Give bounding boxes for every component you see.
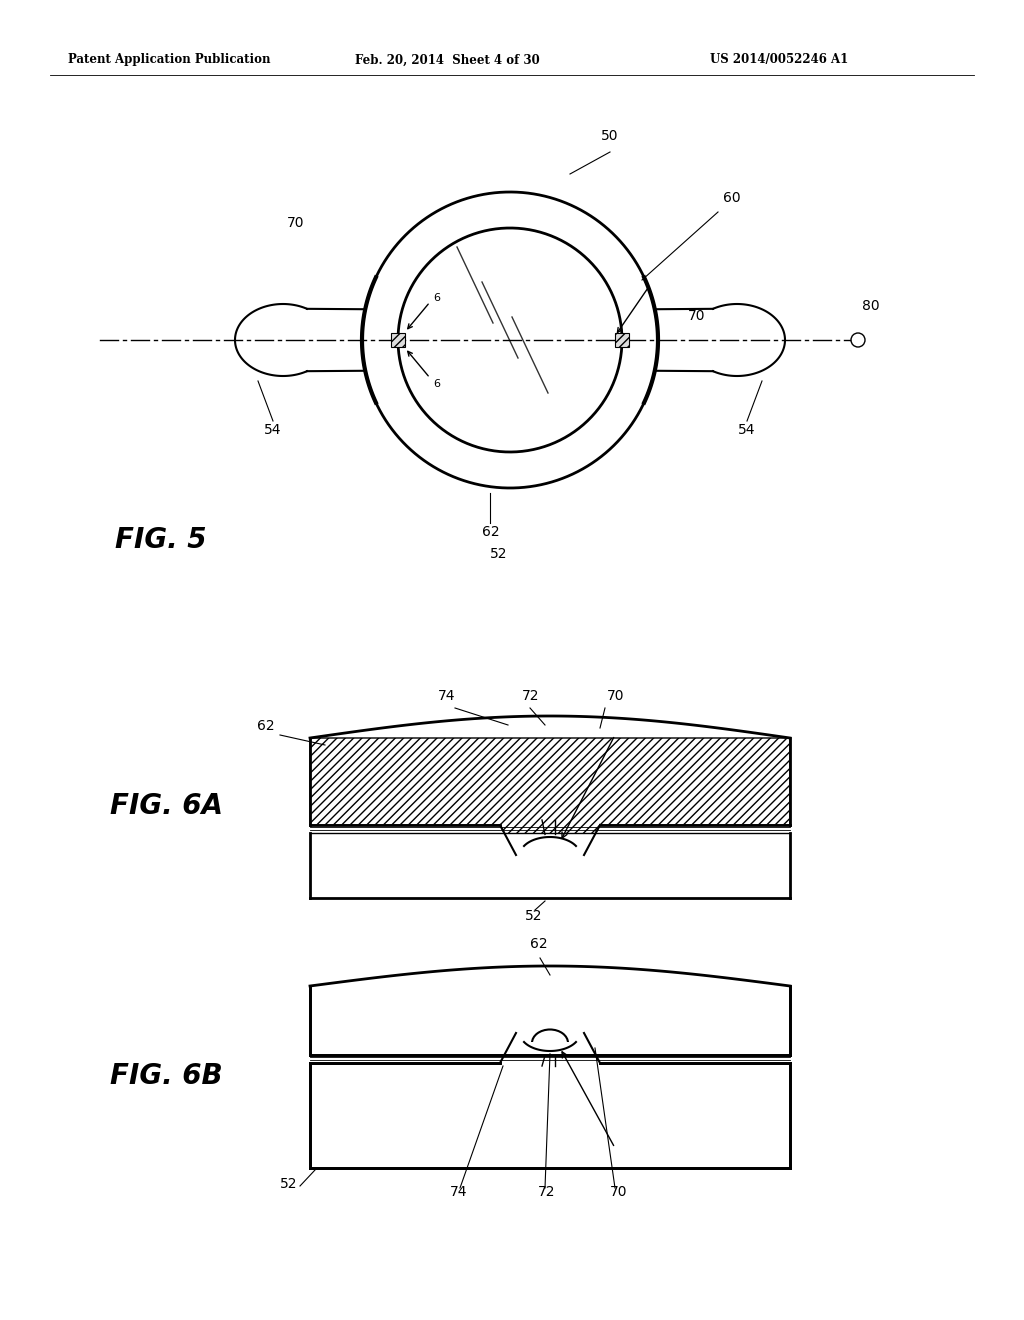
- Text: FIG. 5: FIG. 5: [115, 525, 207, 554]
- Text: 70: 70: [607, 689, 625, 704]
- Text: 52: 52: [280, 1177, 298, 1191]
- Text: 62: 62: [257, 719, 274, 733]
- Text: 54: 54: [738, 422, 756, 437]
- Text: 50: 50: [601, 129, 618, 143]
- Text: 52: 52: [525, 909, 543, 923]
- Text: FIG. 6B: FIG. 6B: [110, 1063, 222, 1090]
- Text: 6: 6: [433, 379, 440, 389]
- Text: Patent Application Publication: Patent Application Publication: [68, 54, 270, 66]
- Text: Feb. 20, 2014  Sheet 4 of 30: Feb. 20, 2014 Sheet 4 of 30: [355, 54, 540, 66]
- Text: 62: 62: [530, 937, 548, 950]
- Polygon shape: [310, 738, 790, 855]
- Text: 74: 74: [438, 689, 456, 704]
- Polygon shape: [310, 833, 790, 898]
- Text: 60: 60: [723, 191, 740, 205]
- Text: 70: 70: [287, 216, 304, 230]
- Text: 70: 70: [610, 1185, 628, 1199]
- Text: 80: 80: [862, 300, 880, 313]
- Text: 74: 74: [450, 1185, 468, 1199]
- Text: 54: 54: [264, 422, 282, 437]
- Text: 72: 72: [538, 1185, 555, 1199]
- Bar: [615, 333, 629, 347]
- Text: 6: 6: [433, 293, 440, 304]
- Text: US 2014/0052246 A1: US 2014/0052246 A1: [710, 54, 848, 66]
- Text: FIG. 6A: FIG. 6A: [110, 792, 223, 820]
- Polygon shape: [310, 986, 790, 1055]
- Bar: [391, 333, 406, 347]
- Text: 70: 70: [688, 309, 706, 323]
- Text: 52: 52: [490, 546, 508, 561]
- Polygon shape: [310, 1034, 790, 1168]
- Text: 62: 62: [482, 525, 500, 539]
- Text: 72: 72: [522, 689, 540, 704]
